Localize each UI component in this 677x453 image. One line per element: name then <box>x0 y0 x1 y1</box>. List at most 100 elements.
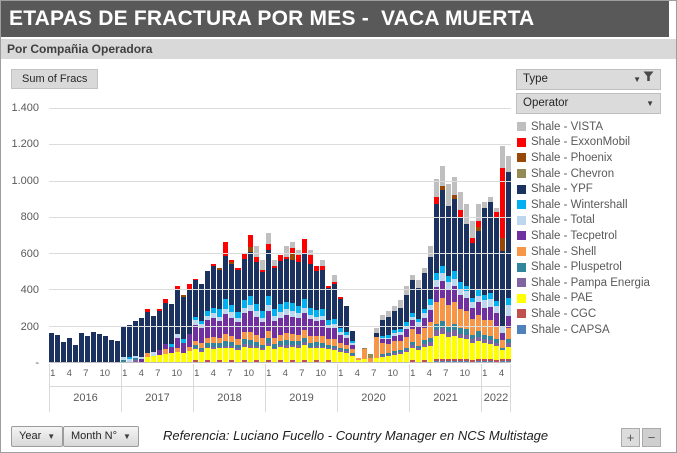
segment-shale---pampa-energia <box>217 346 223 349</box>
segment-shale---pampa-energia <box>265 342 271 346</box>
y-tick-label: 200 <box>20 320 39 333</box>
segment-shale---shell <box>163 349 169 354</box>
segment-shale---total <box>193 320 199 325</box>
segment-shale---chevron <box>367 353 373 359</box>
segment-shale---ypf <box>271 267 277 309</box>
y-tick-label: 800 <box>20 211 39 224</box>
legend-label: Shale - Pampa Energia <box>531 276 650 289</box>
legend-item-shale---pluspetrol: Shale - Pluspetrol <box>517 259 676 275</box>
segment-shale---pae <box>265 345 271 361</box>
segment-shale---tecpetrol <box>379 339 385 343</box>
segment-shale---shell <box>307 335 313 343</box>
segment-shale---cgc <box>241 360 247 362</box>
segment-shale---pae <box>337 352 343 362</box>
segment-shale---pluspetrol <box>415 345 421 349</box>
bar-2021-02 <box>415 108 421 362</box>
year-tick-label: 2022 <box>482 386 510 410</box>
segment-shale---phoenix <box>440 186 446 190</box>
sum-of-fracs-field-button[interactable]: Sum of Fracs <box>11 69 99 89</box>
segment-shale---pampa-energia <box>199 350 205 353</box>
segment-shale---shell <box>446 304 452 326</box>
segment-shale---pae <box>241 346 247 361</box>
segment-shale---total <box>421 313 427 318</box>
segment-shale---wintershall <box>409 313 415 317</box>
segment-shale---vista <box>307 249 313 256</box>
segment-shale---vista <box>434 178 440 197</box>
segment-shale---ypf <box>115 341 121 362</box>
segment-shale---pampa-energia <box>235 348 241 351</box>
segment-shale---tecpetrol <box>434 286 440 303</box>
segment-shale---tecpetrol <box>391 335 397 342</box>
segment-shale---exxonmobil <box>289 247 295 254</box>
legend-label: Shale - Shell <box>531 245 597 258</box>
bar-2019-06 <box>295 108 301 362</box>
segment-shale---exxonmobil <box>476 221 482 227</box>
segment-shale---pae <box>319 348 325 362</box>
month-axis-button[interactable]: Month N° ▼ <box>63 426 139 447</box>
segment-shale---phoenix <box>247 246 253 253</box>
segment-shale---ypf <box>253 262 259 304</box>
segment-shale---pae <box>301 344 307 361</box>
segment-shale---pampa-energia <box>331 348 337 351</box>
segment-shale---vista <box>319 260 325 266</box>
segment-shale---wintershall <box>307 307 313 315</box>
segment-shale---pampa-energia <box>427 342 433 346</box>
plot-area <box>49 108 512 363</box>
segment-shale---ypf <box>494 217 500 302</box>
y-tick-label: - <box>35 357 39 369</box>
segment-shale---shell <box>385 343 391 353</box>
segment-shale---pluspetrol <box>259 344 265 349</box>
segment-shale---shell <box>397 341 403 351</box>
gridline-200 <box>49 325 511 327</box>
segment-shale---pae <box>446 336 452 360</box>
segment-shale---tecpetrol <box>446 289 452 305</box>
bar-2016-06 <box>79 108 85 362</box>
year-group-2021: 1 4 7 10 2021 <box>409 364 481 412</box>
segment-shale---pae <box>452 335 458 360</box>
segment-shale---pluspetrol <box>440 321 446 329</box>
segment-shale---ypf <box>313 271 319 311</box>
segment-shale---pampa-energia <box>205 346 211 349</box>
month-tick: 1 <box>338 368 344 379</box>
segment-shale---pluspetrol <box>427 337 433 343</box>
segment-shale---pluspetrol <box>446 325 452 333</box>
year-tick-label: 2019 <box>266 386 337 410</box>
bar-2018-11 <box>253 108 259 362</box>
type-filter-button[interactable]: Type ▼ <box>516 69 661 90</box>
segment-shale---pae <box>355 360 361 362</box>
segment-shale---wintershall <box>217 309 223 317</box>
segment-shale---wintershall <box>277 303 283 313</box>
bar-2019-09 <box>313 108 319 362</box>
legend-item-shale---wintershall: Shale - Wintershall <box>517 197 676 213</box>
segment-shale---vista <box>295 249 301 256</box>
segment-shale---ypf <box>397 307 403 330</box>
segment-shale---total <box>409 316 415 321</box>
bar-2018-10 <box>247 108 253 362</box>
segment-shale---vista <box>458 191 464 210</box>
year-axis-button[interactable]: Year ▼ <box>11 426 64 447</box>
segment-shale---tecpetrol <box>181 342 187 353</box>
segment-shale---cgc <box>500 359 506 362</box>
segment-shale---pluspetrol <box>470 334 476 340</box>
segment-shale---tecpetrol <box>241 313 247 333</box>
segment-shale---capsa <box>440 361 446 362</box>
segment-shale---wintershall <box>247 295 253 305</box>
segment-shale---cgc <box>409 360 415 362</box>
segment-shale---exxonmobil <box>337 296 343 299</box>
legend-item-shale---phoenix: Shale - Phoenix <box>517 150 676 166</box>
segment-shale---shell <box>337 342 343 349</box>
zoom-out-button[interactable]: − <box>642 428 661 447</box>
segment-shale---ypf <box>259 272 265 312</box>
legend-swatch <box>517 293 526 303</box>
zoom-in-button[interactable]: + <box>621 428 640 447</box>
segment-shale---exxonmobil <box>283 256 289 259</box>
segment-shale---pae <box>434 335 440 360</box>
segment-shale---total <box>415 322 421 326</box>
operator-filter-button[interactable]: Operator ▼ <box>516 93 661 114</box>
segment-shale---pae <box>506 346 512 360</box>
segment-shale---pae <box>361 359 367 362</box>
segment-shale---pluspetrol <box>409 342 415 345</box>
segment-shale---phoenix <box>217 267 223 271</box>
segment-shale---pluspetrol <box>313 342 319 346</box>
segment-shale---pae <box>379 356 385 362</box>
